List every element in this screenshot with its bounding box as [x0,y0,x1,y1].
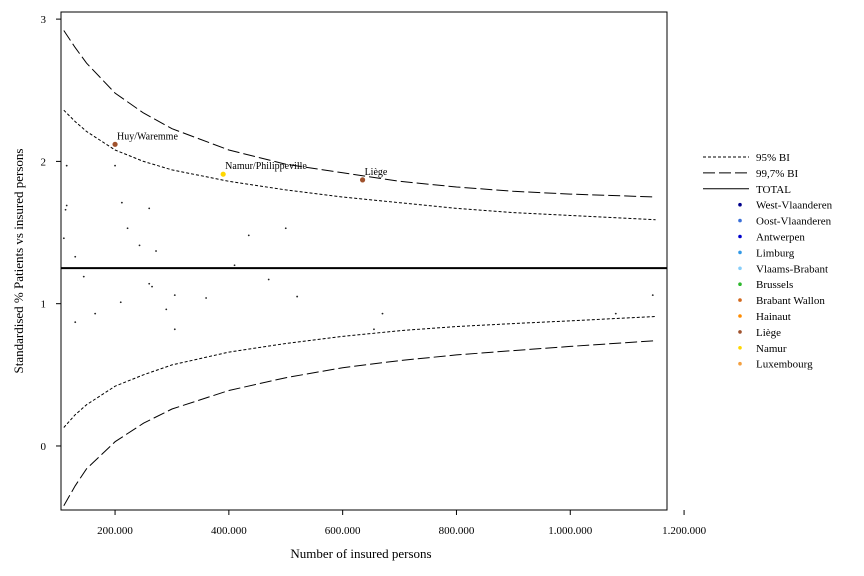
data-point [296,295,299,298]
y-axis-label: Standardised % Patients vs insured perso… [11,149,26,374]
y-tick-label: 1 [41,299,47,311]
data-point [120,201,123,204]
legend-label: Namur [756,343,787,355]
data-point [165,308,168,311]
data-point [65,204,68,207]
data-point [64,208,67,211]
legend-dot-swatch [738,361,742,366]
legend-label: Brabant Wallon [756,295,825,307]
x-axis-label: Number of insured persons [290,546,431,561]
y-tick-label: 2 [41,156,47,168]
x-tick-label: 1.000.000 [548,525,593,537]
data-point [62,237,65,240]
data-point [65,164,68,167]
data-point [138,244,141,247]
data-point [267,278,270,281]
legend-dot-swatch [738,298,742,302]
legend: 95% BI 99,7% BI TOTAL West-Vlaanderen Oost-V… [703,152,833,371]
point-annotations: Huy/Waremme Namur/Philippeville Liège [117,131,388,178]
data-point [173,328,176,331]
data-point [119,301,122,304]
legend-dot-swatch [738,202,742,207]
data-point [151,285,153,288]
x-tick-label: 600.000 [325,525,361,537]
legend-dot-swatch [738,330,742,334]
x-tick-label: 1.200.000 [662,525,707,537]
data-points [62,141,654,331]
ci95-upper-curve [63,109,656,221]
data-point [155,250,157,252]
data-point [74,321,77,324]
data-point [74,255,77,258]
legend-dot-swatch [738,266,742,271]
highlighted-point [112,141,118,147]
legend-dot-swatch [738,314,742,318]
legend-dot-swatch [738,282,742,287]
x-tick-label: 400.000 [211,525,247,537]
ci997-lower-curve [63,340,656,506]
legend-dot-swatch [738,250,742,255]
legend-label: Limburg [756,247,795,259]
legend-label: Hainaut [756,311,791,323]
point-label: Huy/Waremme [117,131,178,142]
data-point [114,164,116,167]
legend-dot-swatch [738,218,742,223]
point-label: Liège [365,167,388,178]
legend-label: TOTAL [756,184,791,196]
y-tick-label: 3 [41,14,47,26]
data-point [148,207,151,210]
data-point [94,312,97,315]
legend-dot-swatch [738,346,742,350]
y-axis-ticks: 0 1 2 3 [41,14,61,453]
data-point [148,282,151,285]
data-point [233,264,236,267]
ci997-upper-curve [63,30,656,198]
legend-label: 99,7% BI [756,168,799,180]
ci95-lower-curve [63,316,656,428]
data-point [381,312,384,315]
data-point [126,227,129,230]
legend-label: 95% BI [756,152,790,164]
legend-label: Vlaams-Brabant [756,263,828,275]
legend-dot-swatch [738,234,742,239]
data-point [284,227,287,230]
legend-label: West-Vlaanderen [756,200,833,212]
legend-label: Liège [756,327,781,339]
highlighted-point [220,171,226,177]
point-label: Namur/Philippeville [225,161,307,172]
data-point [651,294,654,297]
data-point [82,275,85,278]
highlighted-point [359,177,366,183]
x-axis-ticks: 200.000 400.000 600.000 800.000 1.000.000 1.2… [97,510,707,537]
data-point [247,234,250,237]
data-point [205,297,207,299]
legend-label: Brussels [756,279,793,291]
x-tick-label: 800.000 [439,525,475,537]
x-tick-label: 200.000 [97,525,133,537]
data-point [614,312,617,315]
confidence-curves [61,30,667,506]
y-tick-label: 0 [41,441,47,453]
plot-frame [60,11,668,511]
legend-label: Luxembourg [756,359,813,371]
legend-label: Oost-Vlaanderen [756,216,832,228]
data-point [173,294,176,297]
legend-label: Antwerpen [756,232,805,244]
data-point [373,328,375,331]
